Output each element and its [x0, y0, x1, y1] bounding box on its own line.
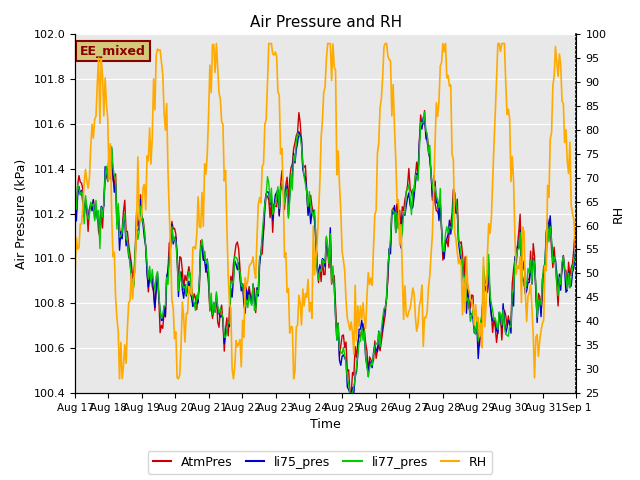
Legend: AtmPres, li75_pres, li77_pres, RH: AtmPres, li75_pres, li77_pres, RH: [148, 451, 492, 474]
Y-axis label: RH: RH: [612, 204, 625, 223]
X-axis label: Time: Time: [310, 419, 341, 432]
Title: Air Pressure and RH: Air Pressure and RH: [250, 15, 402, 30]
Y-axis label: Air Pressure (kPa): Air Pressure (kPa): [15, 158, 28, 269]
Text: EE_mixed: EE_mixed: [80, 45, 146, 58]
